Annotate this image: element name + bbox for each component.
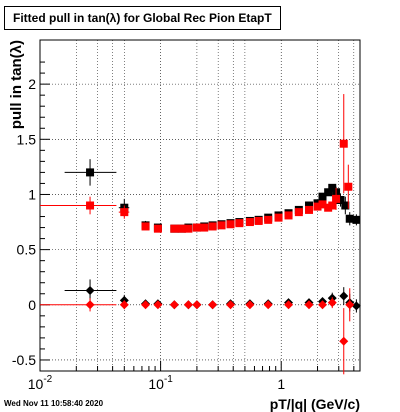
data-point xyxy=(235,219,244,228)
data-point xyxy=(284,300,294,310)
data-point xyxy=(328,183,337,192)
chart-title: Fitted pull in tan(λ) for Global Rec Pio… xyxy=(4,6,281,30)
data-point xyxy=(328,201,337,210)
data-point xyxy=(119,300,129,310)
data-point xyxy=(183,300,193,310)
data-point xyxy=(318,192,327,201)
data-point xyxy=(192,300,202,310)
data-point xyxy=(85,300,95,310)
data-point xyxy=(86,201,95,210)
data-point xyxy=(332,194,341,203)
x-tick-label: 10-2 xyxy=(28,374,53,392)
data-point xyxy=(141,222,150,231)
data-point xyxy=(120,208,129,217)
x-axis-label: pT/|q| (GeV/c) xyxy=(270,396,360,412)
y-tick-labels: -0.5 0 0.5 1 1.5 2 xyxy=(12,76,36,368)
data-point xyxy=(86,168,95,177)
data-point xyxy=(294,208,303,217)
y-tick-label: 0 xyxy=(28,297,36,313)
data-point xyxy=(200,223,209,232)
data-point xyxy=(208,300,218,310)
data-point xyxy=(217,221,226,230)
x-tick-labels: 10-2 10-1 1 xyxy=(28,374,286,392)
data-point xyxy=(305,205,314,214)
series-2 xyxy=(40,94,353,233)
y-tick-label: 1.5 xyxy=(17,131,37,147)
data-point xyxy=(339,139,348,148)
data-point xyxy=(345,300,355,310)
data-point xyxy=(177,224,186,233)
y-axis-label: pull in tan(λ) xyxy=(8,40,25,129)
data-point xyxy=(169,300,179,310)
data-point xyxy=(85,285,95,295)
data-point xyxy=(184,224,193,233)
y-tick-label: 2 xyxy=(28,76,36,92)
data-point xyxy=(318,200,327,209)
data-point xyxy=(226,300,236,310)
data-point xyxy=(274,213,283,222)
data-point xyxy=(254,216,263,225)
y-tick-label: 0.5 xyxy=(17,242,37,258)
data-point xyxy=(141,300,151,310)
data-point xyxy=(153,300,163,310)
data-point xyxy=(344,182,353,191)
y-tick-label: 1 xyxy=(28,186,36,202)
data-point xyxy=(263,300,273,310)
data-point xyxy=(324,203,333,212)
x-tick-label: 1 xyxy=(277,376,285,392)
data-point xyxy=(324,188,333,197)
data-point xyxy=(192,223,201,232)
data-point xyxy=(284,211,293,220)
data-point xyxy=(352,215,361,224)
y-tick-label: -0.5 xyxy=(12,352,36,368)
x-tick-label: 10-1 xyxy=(148,374,173,392)
timestamp-footer: Wed Nov 11 10:58:40 2020 xyxy=(4,399,104,408)
data-point xyxy=(345,214,354,223)
data-point xyxy=(339,291,349,301)
data-point xyxy=(245,300,255,310)
data-point xyxy=(226,220,235,229)
data-point xyxy=(327,298,337,308)
data-point xyxy=(341,201,350,210)
data-point xyxy=(351,301,361,311)
data-point xyxy=(153,224,162,233)
data-point xyxy=(305,201,314,210)
data-point xyxy=(208,222,217,231)
data-point xyxy=(304,300,314,310)
series-4 xyxy=(40,288,355,375)
data-point xyxy=(170,224,179,233)
data-point xyxy=(264,215,273,224)
data-point xyxy=(336,195,345,204)
data-point xyxy=(245,218,254,227)
data-point xyxy=(313,202,322,211)
data-point xyxy=(318,300,328,310)
data-point xyxy=(339,336,349,346)
